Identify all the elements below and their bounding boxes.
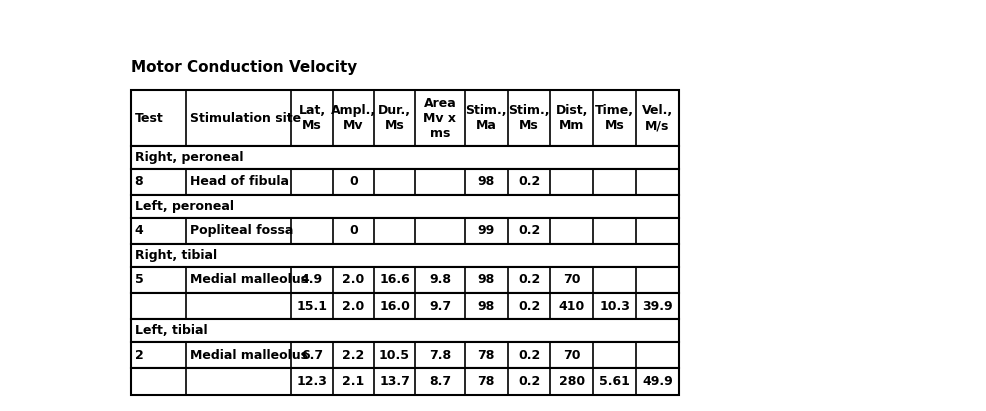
Text: 16.0: 16.0 xyxy=(379,300,410,313)
Text: 16.6: 16.6 xyxy=(380,273,410,286)
Text: Dist,
Mm: Dist, Mm xyxy=(556,104,588,132)
Text: 2.2: 2.2 xyxy=(342,349,365,362)
Text: Left, peroneal: Left, peroneal xyxy=(135,200,235,213)
Text: 2: 2 xyxy=(135,349,143,362)
Text: Left, tibial: Left, tibial xyxy=(135,324,208,337)
Text: 70: 70 xyxy=(563,349,581,362)
Text: Popliteal fossa: Popliteal fossa xyxy=(189,224,293,237)
Text: 15.1: 15.1 xyxy=(297,300,327,313)
Bar xyxy=(131,319,678,342)
Text: 410: 410 xyxy=(559,300,585,313)
Bar xyxy=(131,368,678,395)
Bar xyxy=(131,169,678,195)
Text: Dur.,
Ms: Dur., Ms xyxy=(378,104,411,132)
Text: 98: 98 xyxy=(477,300,495,313)
Text: 70: 70 xyxy=(563,273,581,286)
Text: 5.61: 5.61 xyxy=(599,375,630,388)
Text: 0.2: 0.2 xyxy=(518,300,540,313)
Text: 0.2: 0.2 xyxy=(518,349,540,362)
Text: 98: 98 xyxy=(477,273,495,286)
Text: 4: 4 xyxy=(135,224,143,237)
Text: 78: 78 xyxy=(477,349,495,362)
Text: 0.2: 0.2 xyxy=(518,175,540,188)
Text: 2.0: 2.0 xyxy=(342,300,365,313)
Text: Right, tibial: Right, tibial xyxy=(135,249,218,262)
Text: Time,
Ms: Time, Ms xyxy=(596,104,634,132)
Text: 78: 78 xyxy=(477,375,495,388)
Text: Vel.,
M/s: Vel., M/s xyxy=(642,104,673,132)
Text: 99: 99 xyxy=(477,224,495,237)
Bar xyxy=(131,293,678,319)
Text: 0.2: 0.2 xyxy=(518,375,540,388)
Text: 98: 98 xyxy=(477,175,495,188)
Bar xyxy=(131,146,678,169)
Text: 5: 5 xyxy=(135,273,143,286)
Text: 10.5: 10.5 xyxy=(379,349,410,362)
Text: Stimulation site: Stimulation site xyxy=(189,112,301,125)
Text: 49.9: 49.9 xyxy=(642,375,672,388)
Text: Area
Mv x
ms: Area Mv x ms xyxy=(424,97,457,140)
Text: Motor Conduction Velocity: Motor Conduction Velocity xyxy=(131,60,357,75)
Text: 0.2: 0.2 xyxy=(518,273,540,286)
Text: 9.7: 9.7 xyxy=(429,300,451,313)
Text: 9.8: 9.8 xyxy=(429,273,451,286)
Text: 0: 0 xyxy=(349,224,358,237)
Bar xyxy=(131,267,678,293)
Text: Medial malleolus: Medial malleolus xyxy=(189,349,308,362)
Text: 39.9: 39.9 xyxy=(642,300,672,313)
Bar xyxy=(131,218,678,244)
Text: 0: 0 xyxy=(349,175,358,188)
Text: 10.3: 10.3 xyxy=(599,300,630,313)
Text: Right, peroneal: Right, peroneal xyxy=(135,151,244,164)
Text: 8: 8 xyxy=(135,175,143,188)
Text: 4.9: 4.9 xyxy=(301,273,323,286)
Text: 8.7: 8.7 xyxy=(429,375,451,388)
Text: 12.3: 12.3 xyxy=(297,375,327,388)
Text: 2.0: 2.0 xyxy=(342,273,365,286)
Text: 280: 280 xyxy=(559,375,585,388)
Text: Lat,
Ms: Lat, Ms xyxy=(299,104,325,132)
Text: Stim.,
Ms: Stim., Ms xyxy=(508,104,550,132)
Bar xyxy=(131,342,678,368)
Text: 7.8: 7.8 xyxy=(429,349,451,362)
Text: Stim.,
Ma: Stim., Ma xyxy=(465,104,507,132)
Bar xyxy=(131,244,678,267)
Text: 2.1: 2.1 xyxy=(342,375,365,388)
Text: Test: Test xyxy=(135,112,164,125)
Text: Medial malleolus: Medial malleolus xyxy=(189,273,308,286)
Text: 0.2: 0.2 xyxy=(518,224,540,237)
Bar xyxy=(131,195,678,218)
Text: Ampl.,
Mv: Ampl., Mv xyxy=(330,104,376,132)
Text: Head of fibula: Head of fibula xyxy=(189,175,289,188)
Text: 13.7: 13.7 xyxy=(379,375,410,388)
Text: 6.7: 6.7 xyxy=(301,349,323,362)
Bar xyxy=(131,90,678,146)
